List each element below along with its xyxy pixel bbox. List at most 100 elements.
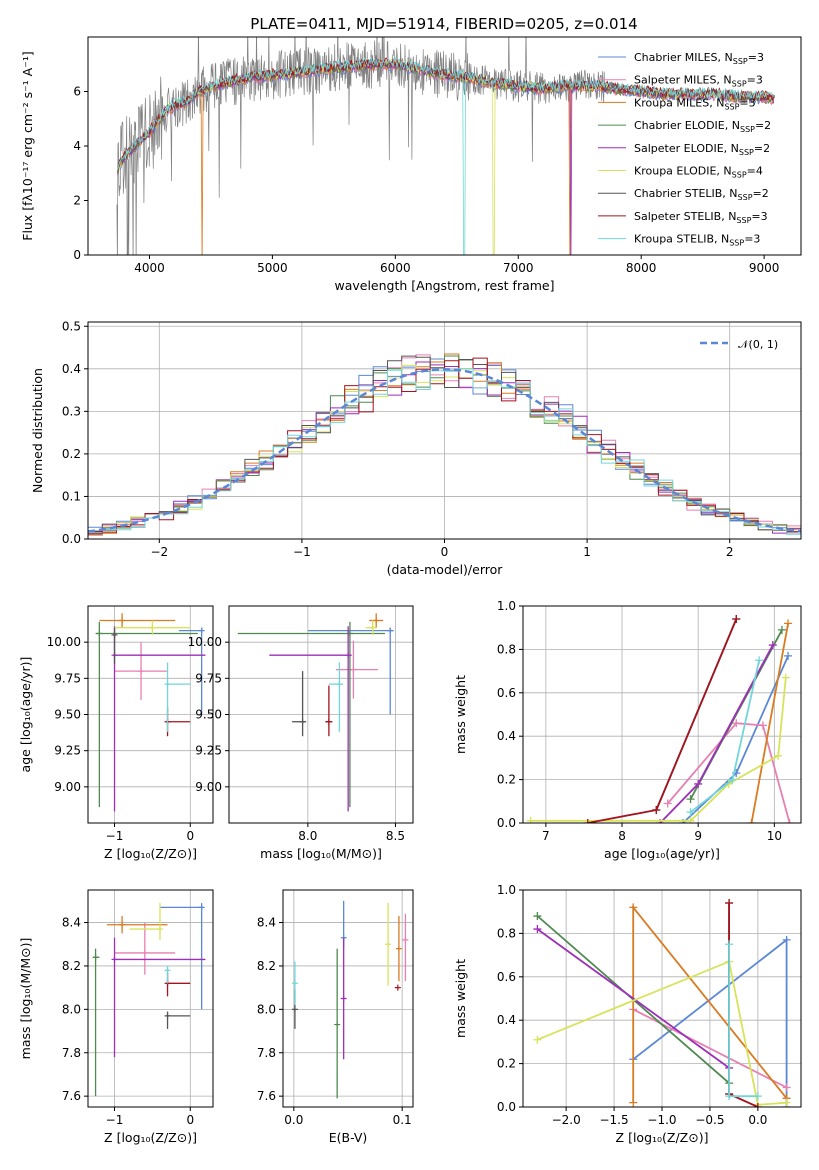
legend-label: Kroupa ELODIE, NSSP=4: [634, 165, 763, 180]
series-marker: [777, 625, 786, 634]
series-marker: [728, 775, 737, 784]
legend-sub: SSP: [729, 239, 744, 248]
data-point: [291, 980, 298, 987]
series-marker: [753, 1092, 762, 1101]
y-axis-label: mass weight: [453, 675, 468, 754]
x-tick-label: −0.5: [695, 1113, 724, 1127]
series-marker: [784, 651, 793, 660]
x-tick-label: 9000: [749, 261, 780, 275]
axes-frame: [87, 889, 214, 1108]
legend-sub: SSP: [740, 125, 755, 134]
panel-age-vs-mass: 8.0 8.5 9.00 9.25 9.50 9.75 10.00 mass [log₁₀(M…: [188, 605, 414, 861]
axes-frame: [522, 605, 802, 824]
series-marker: [747, 819, 756, 823]
panel-mass-vs-EBV: 0.0 0.1 7.6 7.8 8.0 8.2 8.4 E(B-V): [257, 889, 414, 1145]
x-tick-label: 7: [542, 829, 550, 843]
x-axis-label: Z [log₁₀(Z/Z⊙)]: [104, 1130, 197, 1145]
y-tick-label: 0.6: [497, 970, 516, 984]
x-axis-label: wavelength [Angstrom, rest frame]: [334, 278, 554, 293]
x-axis-label: age [log₁₀(age/yr)]: [604, 846, 720, 861]
series-marker: [725, 940, 734, 949]
data-point: [164, 967, 171, 974]
legend-sub: SSP: [739, 148, 754, 157]
y-tick-label: 9.50: [54, 708, 81, 722]
x-tick-label: −2.0: [552, 1113, 581, 1127]
x-tick-label: 6000: [380, 261, 411, 275]
x-tick-label: 0.0: [748, 1113, 767, 1127]
y-tick-label: 0.2: [497, 773, 516, 787]
y-tick-label: 4: [73, 139, 81, 153]
data-point: [119, 617, 126, 624]
model-spectrum-line: [117, 57, 774, 172]
data-point: [299, 718, 306, 725]
legend-sub: SSP: [732, 171, 747, 180]
legend-label: Chabrier ELODIE, NSSP=2: [634, 119, 771, 134]
legend-text: Kroupa STELIB, N: [634, 233, 729, 246]
y-tick-label: 7.8: [257, 1046, 276, 1060]
x-tick-label: 0.0: [284, 1113, 303, 1127]
x-tick-label: 7000: [503, 261, 534, 275]
series-marker: [686, 816, 695, 823]
plot-area: [88, 353, 801, 536]
x-tick-label: 0: [186, 1113, 194, 1127]
y-tick-label: 9.25: [195, 744, 222, 758]
y-tick-label: 0.4: [62, 362, 81, 376]
panel-massweight-vs-Z: −2.0 −1.5 −1.0 −0.5 0.0 0.0 0.2 0.4 0.6 0.8 1.0 Z […: [453, 883, 802, 1145]
data-point: [385, 941, 392, 948]
legend-n: =3: [748, 51, 764, 64]
legend-n: =2: [755, 119, 771, 132]
data-point: [340, 995, 347, 1002]
x-tick-label: 10: [767, 829, 782, 843]
y-tick-label: 6: [73, 85, 81, 99]
data-point: [345, 652, 352, 659]
data-point: [92, 954, 99, 961]
series-marker: [694, 779, 703, 788]
series-marker: [663, 799, 672, 808]
data-point: [164, 1012, 171, 1019]
y-tick-label: 2: [73, 194, 81, 208]
y-tick-label: 0.0: [497, 1100, 516, 1114]
y-tick-label: 10.00: [188, 635, 222, 649]
figure-title: PLATE=0411, MJD=51914, FIBERID=0205, z=0…: [250, 15, 637, 33]
legend-sub: SSP: [738, 193, 753, 202]
x-tick-label: 9: [694, 829, 702, 843]
panel-spectrum: 4000 5000 6000 7000 8000 9000 0 2 4 6 wavelength […: [20, 36, 802, 293]
y-tick-label: 8.4: [62, 916, 81, 930]
y-tick-label: 0.5: [62, 319, 81, 333]
y-axis-label: mass weight: [453, 959, 468, 1038]
y-tick-label: 0.1: [62, 489, 81, 503]
y-tick-label: 9.50: [195, 708, 222, 722]
x-tick-label: 1: [583, 545, 591, 559]
series-marker: [753, 1103, 762, 1107]
legend-label: 𝒩(0, 1): [738, 338, 778, 351]
panel-mass-vs-Z: −1 0 7.6 7.8 8.0 8.2 8.4 Z [log₁₀(Z/Z⊙)] mass [l…: [18, 889, 214, 1145]
y-axis-label: Flux [fλ10⁻¹⁷ erg cm⁻² s⁻¹ A⁻¹]: [20, 51, 35, 240]
series-marker: [533, 912, 542, 921]
data-point: [387, 627, 394, 634]
legend-sub: SSP: [736, 216, 751, 225]
series-line: [682, 655, 789, 823]
y-tick-label: 1.0: [497, 883, 516, 897]
series-marker: [725, 1092, 734, 1101]
legend-text: Kroupa MILES, N: [634, 96, 724, 109]
legend-text: Chabrier ELODIE, N: [634, 119, 740, 132]
series-marker: [768, 641, 777, 650]
plot-area: [533, 899, 791, 1107]
data-point: [395, 945, 402, 952]
y-tick-label: 9.75: [54, 671, 81, 685]
data-point: [394, 984, 401, 991]
x-tick-label: −1.5: [599, 1113, 628, 1127]
data-point: [156, 926, 163, 933]
y-tick-label: 0.6: [497, 686, 516, 700]
legend-text: Salpeter MILES, N: [634, 74, 732, 87]
legend-text: Kroupa ELODIE, N: [634, 165, 732, 178]
y-tick-label: 9.00: [195, 780, 222, 794]
plot-area: [526, 615, 794, 823]
series-marker: [629, 1098, 638, 1107]
x-tick-label: 2: [726, 545, 734, 559]
series-line: [537, 960, 787, 1106]
series-marker: [782, 1083, 791, 1092]
x-tick-label: 8000: [626, 261, 657, 275]
panel-massweight-vs-age: 7 8 9 10 0.0 0.2 0.4 0.6 0.8 1.0 age [log₁₀(age/yr…: [453, 599, 802, 861]
